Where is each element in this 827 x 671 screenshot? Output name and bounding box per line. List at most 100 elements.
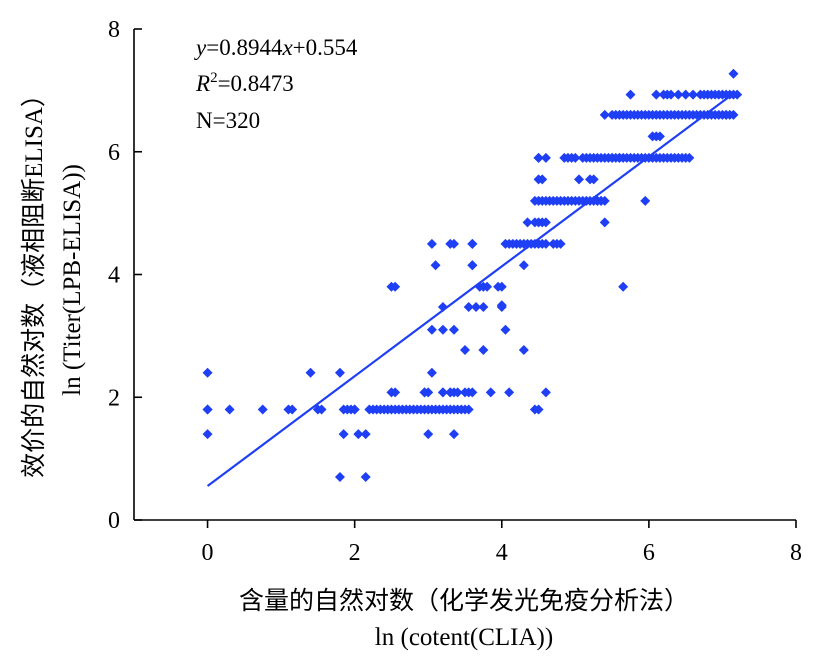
y-axis-label-secondary: ln (Titer(LPB-ELISA)) [59, 164, 86, 396]
equation-slope: =0.8944 [206, 35, 283, 60]
data-point [614, 152, 625, 163]
data-point [540, 217, 551, 228]
data-point [518, 260, 529, 271]
data-point [537, 174, 548, 185]
data-point [390, 387, 401, 398]
data-point [680, 89, 691, 100]
data-point [448, 429, 459, 440]
data-point [448, 238, 459, 249]
data-point [625, 89, 636, 100]
data-point [533, 152, 544, 163]
data-point [360, 429, 371, 440]
r-squared: R2=0.8473 [195, 70, 294, 96]
x-tick-label: 2 [349, 540, 361, 566]
data-point [540, 387, 551, 398]
data-point [618, 281, 629, 292]
data-point [202, 429, 213, 440]
y-tick-label: 2 [108, 385, 120, 411]
y-tick-label: 0 [108, 508, 120, 534]
data-point [640, 195, 651, 206]
data-point [688, 89, 699, 100]
data-point [588, 174, 599, 185]
data-point [419, 387, 430, 398]
data-point [654, 131, 665, 142]
equation-y: y [194, 35, 207, 60]
data-point [599, 109, 610, 120]
data-point [426, 367, 437, 378]
x-axis-label-secondary: ln (cotent(CLIA)) [375, 624, 553, 651]
data-point [570, 152, 581, 163]
data-point [485, 387, 496, 398]
data-point [518, 344, 529, 355]
y-axis-label: 效价的自然对数（液相阻断ELISA） [20, 82, 48, 478]
data-point [478, 302, 489, 313]
regression-equation: y=0.8944x+0.554 [194, 35, 358, 60]
data-point [224, 404, 235, 415]
data-point [305, 367, 316, 378]
data-point [721, 109, 732, 120]
data-point [471, 302, 482, 313]
data-point [673, 89, 684, 100]
data-point [353, 429, 364, 440]
data-point [599, 217, 610, 228]
data-point [467, 260, 478, 271]
data-point [596, 195, 607, 206]
data-point [334, 367, 345, 378]
data-point [529, 404, 540, 415]
r2-superscript: 2 [210, 70, 218, 86]
data-point [728, 109, 739, 120]
data-point [496, 300, 507, 311]
data-point [287, 404, 298, 415]
y-tick-label: 4 [108, 263, 120, 289]
x-tick-label: 0 [202, 540, 214, 566]
regression-line [206, 92, 735, 487]
data-point [390, 281, 401, 292]
data-point [684, 152, 695, 163]
equation-x: x [281, 35, 293, 60]
data-point [338, 429, 349, 440]
data-point [500, 324, 511, 335]
data-point [504, 387, 515, 398]
data-point [202, 404, 213, 415]
data-point [463, 404, 474, 415]
data-point [522, 217, 533, 228]
data-point [202, 367, 213, 378]
data-point [493, 281, 504, 292]
data-point [478, 344, 489, 355]
y-tick-label: 8 [108, 17, 120, 43]
r2-value: =0.8473 [218, 71, 294, 96]
data-point [728, 68, 739, 79]
data-point [467, 387, 478, 398]
x-tick-label: 6 [643, 540, 655, 566]
x-axis-label: 含量的自然对数（化学发光免疫分析法） [239, 587, 689, 615]
data-point [467, 238, 478, 249]
data-point [607, 152, 618, 163]
data-point [430, 260, 441, 271]
data-point [478, 281, 489, 292]
data-point [540, 152, 551, 163]
equation-intercept: +0.554 [293, 35, 358, 60]
data-point [316, 404, 327, 415]
data-point [445, 387, 456, 398]
r2-letter: R [195, 71, 210, 96]
x-tick-label: 4 [496, 540, 508, 566]
data-points [202, 68, 743, 483]
data-point [437, 387, 448, 398]
data-point [257, 404, 268, 415]
x-tick-label: 8 [790, 540, 802, 566]
data-point [540, 238, 551, 249]
data-point [423, 429, 434, 440]
y-tick-label: 6 [108, 140, 120, 166]
data-point [426, 238, 437, 249]
data-point [448, 324, 459, 335]
data-point [665, 89, 676, 100]
data-point [426, 324, 437, 335]
sample-count: N=320 [196, 108, 260, 133]
data-point [360, 472, 371, 483]
tick-labels: 0 2 4 6 8 0 2 4 6 8 [108, 17, 802, 566]
axes [133, 29, 796, 521]
data-point [349, 404, 360, 415]
data-point [574, 174, 585, 185]
data-point [555, 238, 566, 249]
